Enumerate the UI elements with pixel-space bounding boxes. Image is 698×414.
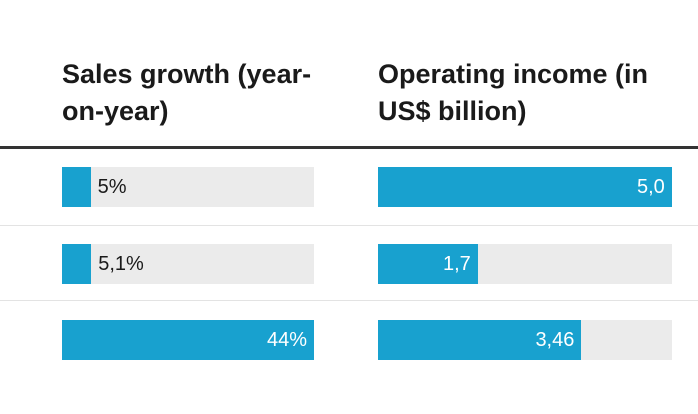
sales-growth-bar	[62, 244, 92, 284]
sales-growth-value-label: 44%	[267, 329, 308, 351]
sales-growth-bar-track: 5%	[62, 167, 314, 207]
operating-income-bar	[378, 167, 672, 207]
operating-income-value-label: 1,7	[442, 253, 471, 275]
header-divider	[0, 146, 698, 149]
sales-growth-header: Sales growth (year-on-year)	[62, 59, 312, 126]
operating-income-value-label: 3,46	[535, 329, 575, 351]
operating-income-bar-track: 5,0	[378, 167, 672, 207]
operating-income-value-label: 5,0	[637, 176, 665, 198]
operating-income-bar-track: 3,46	[378, 320, 672, 360]
sales-growth-bar	[62, 167, 91, 207]
operating-income-bar-track: 1,7	[378, 244, 672, 284]
operating-income-bar	[378, 320, 582, 360]
sales-growth-bar	[62, 320, 314, 360]
sales-growth-value-label: 5%	[97, 176, 127, 198]
row-divider	[0, 225, 698, 226]
row-divider	[0, 300, 698, 301]
sales-growth-value-label: 5,1%	[98, 253, 144, 275]
sales-growth-bar-track: 5,1%	[62, 244, 314, 284]
operating-income-header: Operating income (in US$ billion)	[378, 59, 649, 126]
operating-income-bar	[378, 244, 478, 284]
sales-growth-bar-track: 44%	[62, 320, 314, 360]
